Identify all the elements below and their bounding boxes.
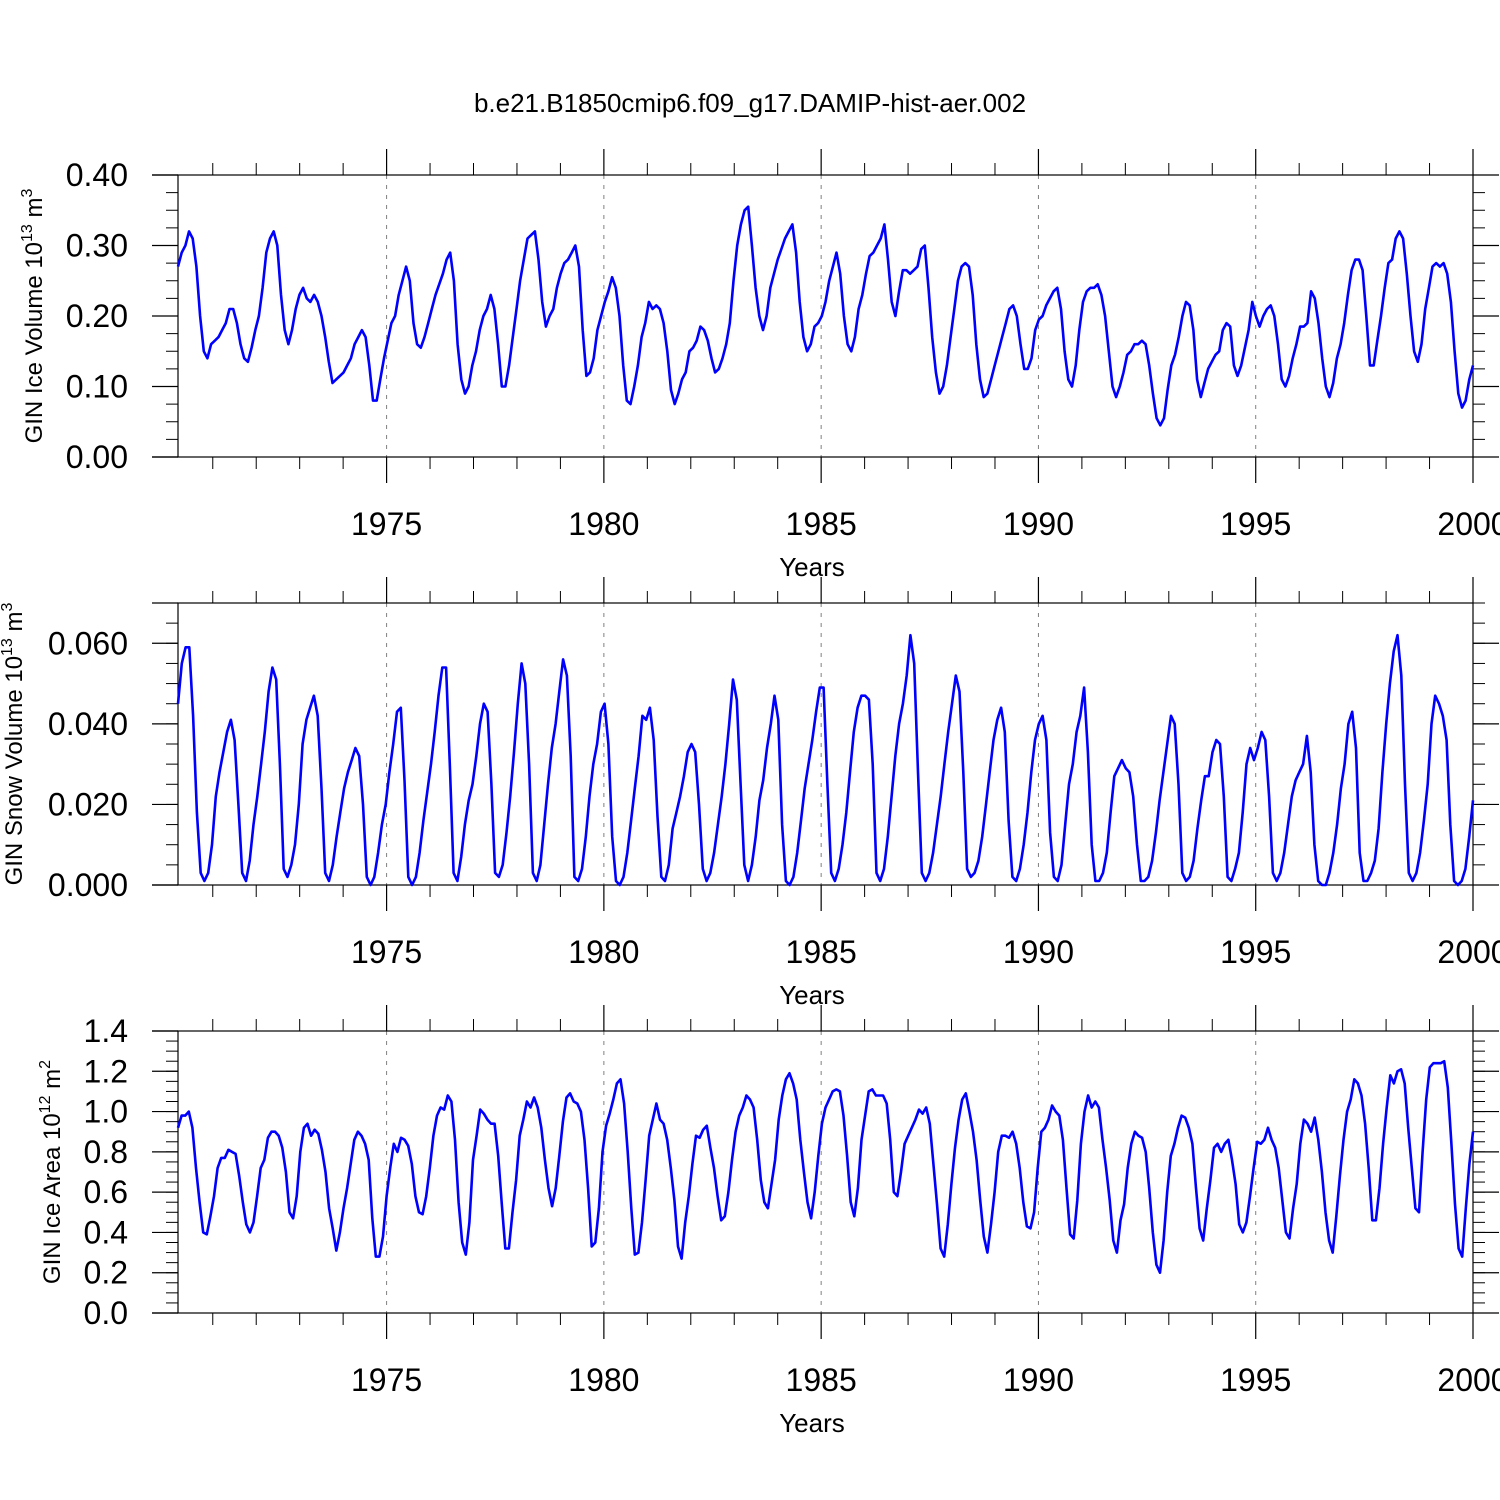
ytick-label: 0.2 [84,1255,128,1291]
xtick-label: 2000 [1437,1362,1500,1398]
ytick-label: 0.00 [66,439,128,475]
ytick-label: 0.040 [48,706,128,742]
xtick-label: 1980 [568,934,639,970]
ytick-label: 0.020 [48,786,128,822]
ytick-label: 0.40 [66,157,128,193]
ylabel-ice-area-exp: 12 [37,1095,54,1113]
ytick-label: 0.8 [84,1134,128,1170]
xtick-label: 1980 [568,1362,639,1398]
xtick-label: 1975 [351,1362,422,1398]
ylabel-snow-volume-unit-exp: 3 [0,602,16,611]
ytick-label: 0.060 [48,625,128,661]
ytick-label: 1.0 [84,1094,128,1130]
ylabel-ice-volume-unit: m [21,198,48,225]
ytick-label: 0.000 [48,867,128,903]
xtick-label: 1990 [1003,1362,1074,1398]
ylabel-snow-volume-exp: 13 [0,638,16,656]
xtick-label: 1995 [1220,934,1291,970]
xtick-label: 1975 [351,506,422,542]
xtick-label: 1995 [1220,506,1291,542]
xtick-label: 1985 [786,1362,857,1398]
ytick-label: 1.2 [84,1053,128,1089]
plot-frame [177,174,1474,458]
panel-ice-area: GIN Ice Area 1012 m2 Years 0.0 0.2 0.4 0.6 0… [37,1005,1500,1438]
ylabel-ice-volume: GIN Ice Volume 1013 m3 [19,189,48,444]
ylabel-ice-area-unit: m [39,1069,66,1096]
xlabel-snow-volume: Years [779,980,845,1010]
ytick-label: 0.0 [84,1295,128,1331]
ytick-label: 0.10 [66,369,128,405]
xtick-label: 1985 [786,934,857,970]
ytick-label: 0.6 [84,1174,128,1210]
ylabel-ice-area-main: GIN Ice Area 10 [39,1113,66,1284]
xtick-label: 1985 [786,506,857,542]
panel-ice-volume: GIN Ice Volume 1013 m3 Years 0.00 0.10 0.2… [19,149,1500,582]
ytick-label: 0.20 [66,298,128,334]
series-line-gin-ice-volume [176,205,1475,427]
ylabel-snow-volume-unit: m [1,611,28,638]
xtick-label: 1995 [1220,1362,1291,1398]
series-line-gin-ice-area [176,1059,1475,1274]
xtick-label: 1990 [1003,934,1074,970]
ylabel-ice-volume-unit-exp: 3 [19,189,36,198]
ylabel-ice-area-unit-exp: 2 [37,1060,54,1069]
xtick-label: 2000 [1437,934,1500,970]
series-line-gin-snow-volume [176,633,1475,887]
ylabel-ice-volume-exp: 13 [19,224,36,242]
ytick-label: 0.4 [84,1214,128,1250]
xtick-label: 1975 [351,934,422,970]
ylabel-snow-volume-main: GIN Snow Volume 10 [1,656,28,885]
ytick-label: 0.30 [66,228,128,264]
ytick-label: 1.4 [84,1013,128,1049]
xlabel-ice-volume: Years [779,552,845,582]
ylabel-ice-volume-main: GIN Ice Volume 10 [21,242,48,443]
ylabel-snow-volume: GIN Snow Volume 1013 m3 [0,602,28,885]
xtick-label: 1980 [568,506,639,542]
ylabel-ice-area: GIN Ice Area 1012 m2 [37,1060,66,1284]
xlabel-ice-area: Years [779,1408,845,1438]
panel-snow-volume: GIN Snow Volume 1013 m3 Years 0.000 0.020… [0,577,1500,1010]
xtick-label: 1990 [1003,506,1074,542]
chart-title: b.e21.B1850cmip6.f09_g17.DAMIP-hist-aer.… [474,88,1026,118]
xtick-label: 2000 [1437,506,1500,542]
